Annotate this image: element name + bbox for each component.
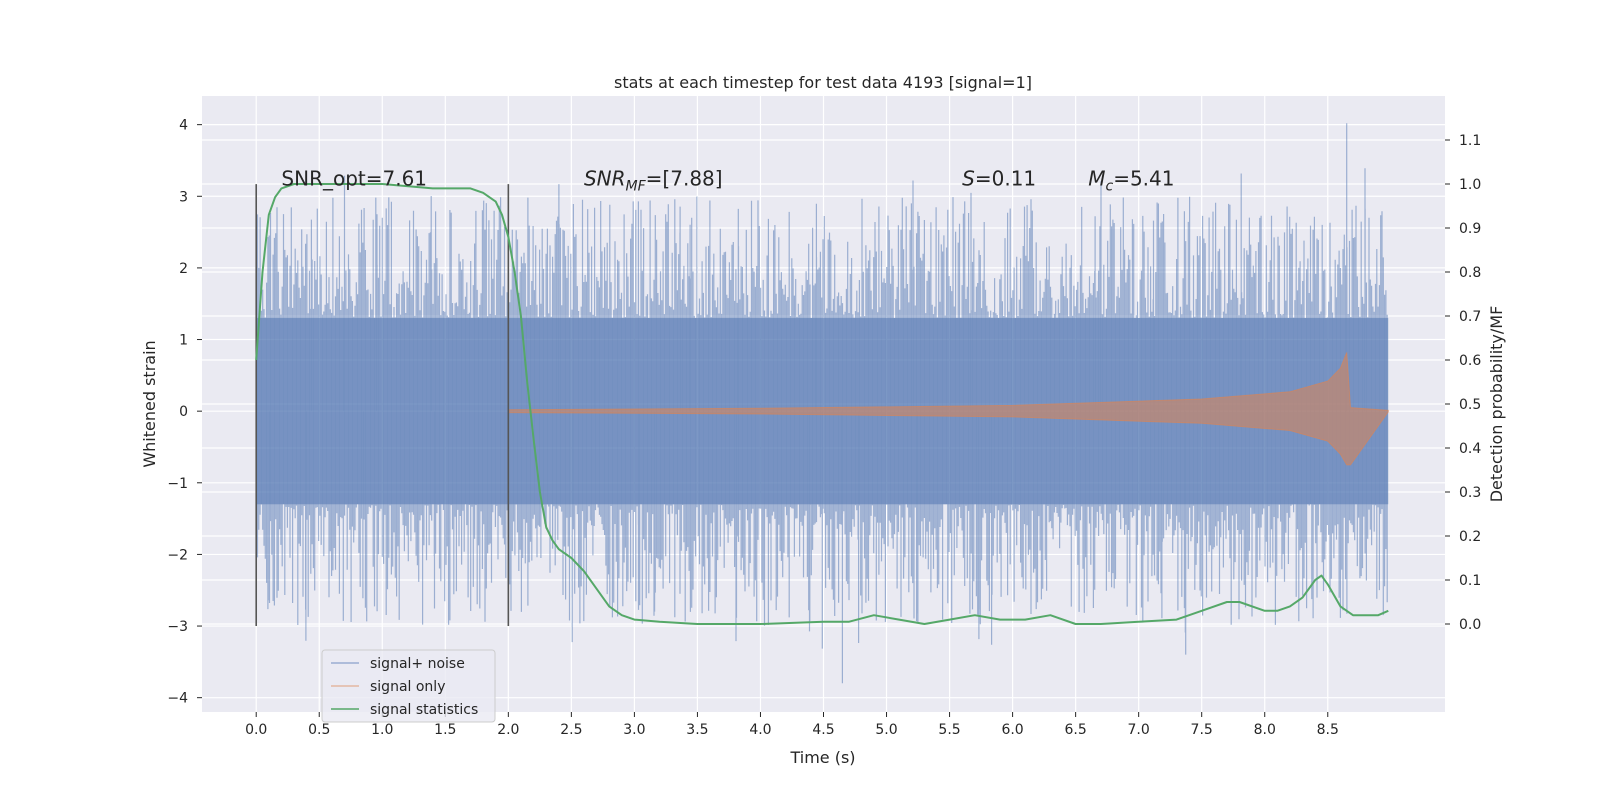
y-right-tick-label: 0.0 [1459,617,1481,633]
y-right-tick-label: 1.1 [1459,133,1481,149]
legend-label-signal-only: signal only [370,679,445,695]
x-tick-label: 7.0 [1128,722,1150,738]
y-tick-label: 1 [179,333,188,349]
signal-statistics-series [255,183,1389,625]
x-tick-label: 4.0 [749,722,771,738]
y-tick-label: −1 [167,476,188,492]
annotation-text: SNR_opt=7.61 [281,167,427,191]
x-tick-label: 3.0 [623,722,645,738]
y-right-tick-label: 0.8 [1459,265,1481,281]
axis-ticks: 0.0 0.5 1.0 1.5 2.0 2.5 3.0 3.5 4.0 4.5 5.0 5.5 6.0 6… [167,118,1481,738]
x-tick-label: 1.5 [434,722,456,738]
annotations: SNR_opt=7.61 SNRMF=[7.88] S=0.11 Mc=5.41 [281,167,1174,195]
x-tick-label: 5.0 [875,722,897,738]
x-tick-label: 3.5 [686,722,708,738]
legend-label-signal-statistics: signal statistics [370,702,478,718]
x-axis-label: Time (s) [789,748,855,767]
y-right-tick-label: 0.7 [1459,309,1481,325]
y-right-tick-label: 1.0 [1459,177,1481,193]
x-tick-label: 6.0 [1001,722,1023,738]
legend: signal+ noise signal only signal statist… [321,649,496,723]
y-tick-label: −4 [167,691,188,707]
y-right-tick-label: 0.6 [1459,353,1481,369]
x-tick-label: 2.5 [560,722,582,738]
x-tick-label: 0.5 [308,722,330,738]
legend-box [321,649,496,723]
x-tick-label: 8.5 [1317,722,1339,738]
y-tick-label: −3 [167,619,188,635]
y-right-tick-label: 0.3 [1459,485,1481,501]
vertical-markers [255,184,510,627]
annotation-text: S=0.11 [962,167,1036,191]
y-tick-label: −2 [167,547,188,563]
annotation-text: SNRMF=[7.88] [584,167,723,195]
legend-label-signal-noise: signal+ noise [370,656,465,672]
y-axis-label-right: Detection probability/MF [1487,306,1506,503]
y-right-tick-label: 0.4 [1459,441,1481,457]
x-tick-label: 7.5 [1191,722,1213,738]
x-tick-label: 5.5 [938,722,960,738]
y-right-tick-label: 0.1 [1459,573,1481,589]
y-axis-label: Whitened strain [140,340,159,467]
x-tick-label: 6.5 [1064,722,1086,738]
y-right-tick-label: 0.9 [1459,221,1481,237]
chart-title: stats at each timestep for test data 419… [614,73,1032,92]
annotation-text: Mc=5.41 [1088,167,1174,195]
x-tick-label: 8.0 [1254,722,1276,738]
y-right-tick-label: 0.2 [1459,529,1481,545]
x-tick-label: 1.0 [371,722,393,738]
signal-only-envelope [507,352,1389,466]
x-tick-label: 2.0 [497,722,519,738]
y-tick-label: 2 [179,261,188,277]
x-tick-label: 4.5 [812,722,834,738]
signal-only-series [507,352,1389,466]
y-right-tick-label: 0.5 [1459,397,1481,413]
x-tick-label: 0.0 [245,722,267,738]
y-tick-label: 3 [179,189,188,205]
y-tick-label: 4 [179,118,188,134]
signal-statistics-line [255,183,1389,625]
y-tick-label: 0 [179,404,188,420]
